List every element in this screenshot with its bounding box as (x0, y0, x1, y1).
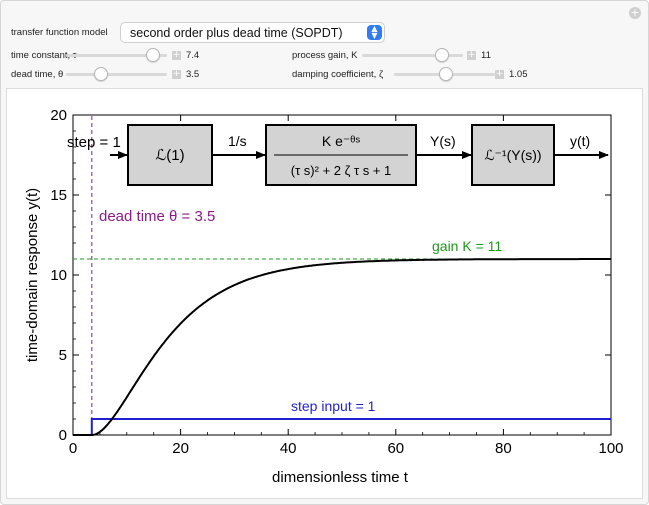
x-axis-title: dimensionless time t (272, 469, 409, 486)
tau-slider-track[interactable] (66, 54, 167, 57)
plus-icon[interactable]: + (495, 69, 504, 79)
step-input-annotation: step input = 1 (291, 398, 376, 414)
arrow-2-label: Y(s) (430, 133, 456, 149)
plus-icon[interactable]: + (467, 50, 476, 60)
zeta-slider-thumb[interactable] (439, 67, 453, 81)
plus-icon[interactable]: + (629, 6, 641, 19)
theta-slider-track[interactable] (66, 73, 167, 76)
arrow-3-label: y(t) (570, 133, 590, 149)
zeta-slider-label: damping coefficient, ζ (292, 69, 384, 80)
y-tick-label: 0 (59, 427, 67, 444)
x-tick-label: 80 (495, 440, 512, 457)
model-label: transfer function model (11, 27, 108, 38)
plus-icon[interactable]: + (172, 50, 181, 60)
inverse-laplace-label: ℒ⁻¹(Y(s)) (484, 147, 541, 163)
theta-slider-label: dead time, θ (11, 69, 64, 80)
tf-numerator: K e⁻ᶿˢ (322, 133, 361, 149)
arrow-1-label: 1/s (228, 133, 247, 149)
gain-slider-track[interactable] (362, 54, 463, 57)
y-tick-label: 10 (50, 267, 67, 284)
step-label: step = 1 (67, 134, 121, 151)
x-tick-label: 20 (172, 440, 189, 457)
dead-time-annotation: dead time θ = 3.5 (99, 208, 215, 225)
theta-slider-thumb[interactable] (94, 67, 108, 81)
gain-annotation: gain K = 11 (432, 238, 502, 254)
x-tick-label: 60 (387, 440, 404, 457)
y-tick-label: 20 (50, 107, 67, 124)
gain-value: 11 (481, 50, 491, 61)
model-dropdown-value: second order plus dead time (SOPDT) (130, 26, 343, 40)
x-tick-label: 100 (598, 440, 623, 457)
model-dropdown[interactable]: second order plus dead time (SOPDT) ▲ ▼ (120, 22, 385, 43)
y-tick-label: 5 (59, 347, 67, 364)
tau-slider-thumb[interactable] (146, 48, 160, 62)
gain-slider-thumb[interactable] (435, 48, 449, 62)
tau-slider-label: time constant, τ (11, 50, 77, 61)
dropdown-arrows-icon: ▲ ▼ (367, 25, 382, 40)
response-series (73, 258, 611, 436)
y-tick-label: 15 (50, 187, 67, 204)
tf-denominator: (τ s)² + 2 ζ τ s + 1 (291, 163, 392, 178)
tau-value: 7.4 (186, 50, 200, 61)
block-diagram: step = 1 ℒ(1) 1/s K e⁻ᶿˢ (τ s)² + 2 ζ τ … (67, 124, 609, 186)
plus-icon[interactable]: + (172, 69, 181, 79)
zeta-value: 1.05 (509, 69, 528, 80)
theta-value: 3.5 (186, 69, 200, 80)
laplace-block (127, 124, 213, 186)
laplace-block-label: ℒ(1) (155, 147, 184, 164)
inverse-laplace-block (471, 124, 555, 186)
x-tick-label: 40 (280, 440, 297, 457)
gain-slider-label: process gain, K (292, 50, 358, 61)
x-tick-label: 0 (69, 440, 77, 457)
y-axis-title: time-domain response y(t) (24, 188, 41, 362)
